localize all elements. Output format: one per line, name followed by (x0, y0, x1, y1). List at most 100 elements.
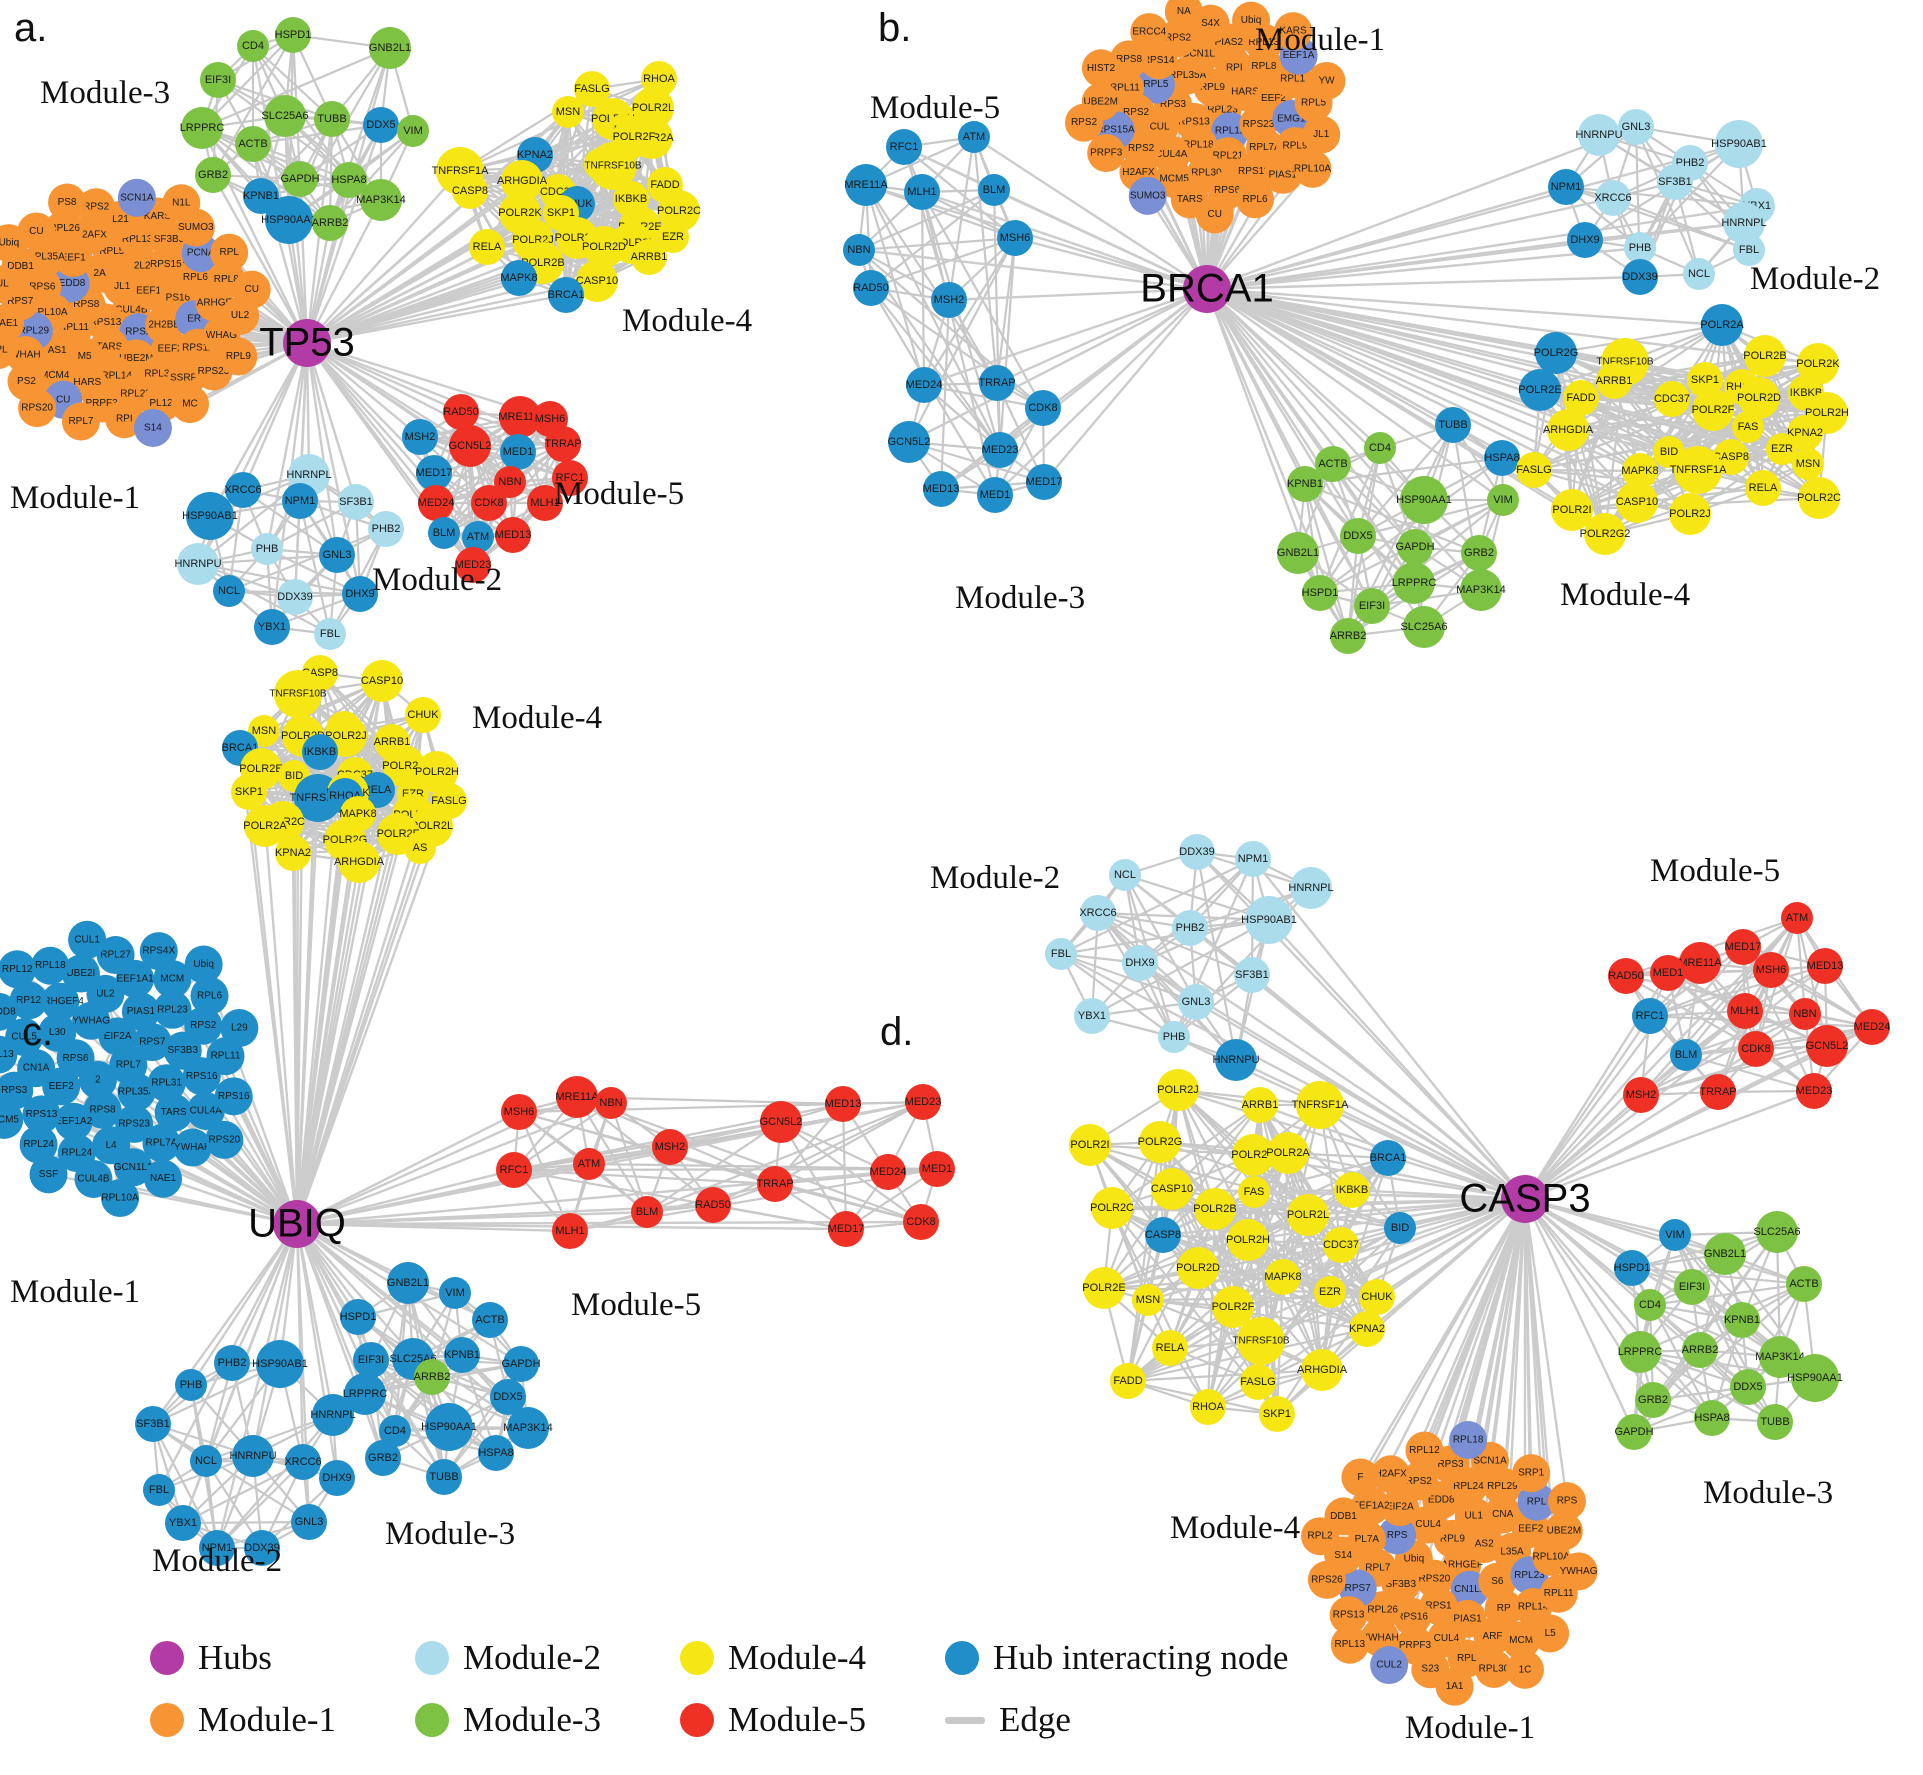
network-node[interactable]: PHB2 (368, 511, 404, 547)
node-circle[interactable] (361, 660, 403, 702)
node-circle[interactable] (1091, 1187, 1133, 1229)
node-circle[interactable] (501, 1094, 537, 1130)
network-node[interactable]: RPS2 (1065, 103, 1104, 142)
node-circle[interactable] (1531, 1614, 1570, 1653)
network-node[interactable]: BID (1384, 1212, 1416, 1244)
network-node[interactable]: ACTB (472, 1302, 508, 1338)
node-circle[interactable] (379, 1415, 411, 1447)
node-circle[interactable] (1083, 1267, 1125, 1309)
network-node[interactable]: GCN5L2 (449, 425, 492, 467)
network-node[interactable]: SLC25A6 (1400, 606, 1448, 648)
network-node[interactable]: NCL (1683, 258, 1715, 290)
node-circle[interactable] (958, 121, 990, 153)
node-circle[interactable] (54, 1102, 93, 1141)
network-node[interactable]: RPS (1547, 1482, 1586, 1521)
node-circle[interactable] (472, 1302, 508, 1338)
node-circle[interactable] (500, 434, 536, 470)
node-circle[interactable] (471, 485, 507, 521)
node-circle[interactable] (1403, 606, 1445, 648)
network-node[interactable]: VIM (1659, 1219, 1691, 1251)
node-circle[interactable] (312, 205, 348, 241)
network-node[interactable]: DDX39 (1622, 259, 1658, 295)
network-node[interactable]: NAE1 (144, 1159, 183, 1198)
network-node[interactable]: CDK8 (903, 1204, 939, 1240)
node-circle[interactable] (219, 337, 258, 376)
node-circle[interactable] (452, 173, 488, 209)
network-node[interactable]: F (1341, 1458, 1380, 1497)
node-circle[interactable] (1797, 343, 1839, 385)
network-node[interactable]: CHUK (1359, 1279, 1395, 1315)
network-node[interactable]: TUBB (1435, 407, 1471, 443)
node-circle[interactable] (1238, 1176, 1270, 1208)
node-circle[interactable] (232, 1435, 274, 1477)
network-node[interactable]: RPL12 (1405, 1431, 1444, 1470)
network-node[interactable]: VIM (439, 1277, 471, 1309)
node-circle[interactable] (1517, 1482, 1556, 1521)
node-circle[interactable] (190, 1445, 222, 1477)
network-node[interactable]: CDK8 (471, 485, 507, 521)
node-circle[interactable] (1692, 389, 1734, 431)
node-circle[interactable] (443, 394, 479, 430)
node-circle[interactable] (1674, 1269, 1710, 1305)
node-circle[interactable] (77, 188, 116, 227)
network-node[interactable]: POLR2J (1669, 493, 1711, 535)
node-circle[interactable] (1650, 955, 1686, 991)
node-circle[interactable] (1069, 1124, 1111, 1166)
network-node[interactable]: CDK8 (1738, 1031, 1774, 1067)
network-node[interactable]: BLM (978, 174, 1010, 206)
network-node[interactable]: MSH6 (1753, 952, 1789, 988)
network-node[interactable]: MED13 (1807, 948, 1844, 984)
node-circle[interactable] (1435, 1667, 1474, 1706)
network-node[interactable]: RAD50 (1608, 958, 1644, 994)
network-node[interactable]: VIM (397, 115, 429, 147)
network-node[interactable]: NBN (595, 1087, 627, 1119)
network-node[interactable]: POLR2I (1069, 1124, 1111, 1166)
network-node[interactable]: YBX1 (165, 1505, 201, 1541)
network-node[interactable]: MED17 (828, 1211, 865, 1247)
network-node[interactable]: CDC37 (1654, 381, 1690, 417)
node-circle[interactable] (870, 1154, 906, 1190)
node-circle[interactable] (439, 1277, 471, 1309)
node-circle[interactable] (1157, 1069, 1199, 1111)
node-circle[interactable] (1622, 259, 1658, 295)
node-circle[interactable] (552, 1213, 588, 1249)
node-circle[interactable] (340, 1299, 376, 1335)
network-node[interactable]: TUBB (314, 101, 350, 137)
node-circle[interactable] (48, 183, 87, 222)
network-node[interactable]: RPS26 (1307, 1560, 1346, 1599)
network-node[interactable]: MLH1 (904, 174, 940, 210)
node-circle[interactable] (1237, 1317, 1285, 1365)
node-circle[interactable] (1232, 1, 1271, 40)
node-circle[interactable] (416, 455, 452, 491)
network-node[interactable]: MED1 (919, 1151, 955, 1187)
network-node[interactable]: KPNB1 (1287, 466, 1323, 502)
network-node[interactable]: CU (1195, 195, 1234, 234)
network-node[interactable]: CD4 (237, 30, 269, 62)
network-node[interactable]: CU (232, 270, 271, 309)
node-circle[interactable] (190, 976, 229, 1015)
node-circle[interactable] (1657, 164, 1693, 200)
node-circle[interactable] (1454, 1497, 1493, 1536)
node-circle[interactable] (41, 982, 80, 1021)
network-node[interactable]: DDX39 (1179, 834, 1215, 870)
network-node[interactable]: GNL3 (319, 537, 355, 573)
network-node[interactable]: POLR2E (1518, 369, 1562, 411)
node-circle[interactable] (314, 101, 350, 137)
node-circle[interactable] (319, 537, 355, 573)
network-node[interactable]: TRRAP (1699, 1074, 1737, 1110)
node-circle[interactable] (1766, 433, 1798, 465)
network-node[interactable]: GCN5L2 (1806, 1025, 1849, 1067)
network-node[interactable]: MSH2 (931, 282, 967, 318)
node-circle[interactable] (1277, 532, 1319, 574)
node-circle[interactable] (135, 1406, 171, 1442)
node-circle[interactable] (1234, 152, 1273, 191)
node-circle[interactable] (1158, 1021, 1190, 1053)
node-circle[interactable] (1370, 1646, 1409, 1685)
node-circle[interactable] (405, 697, 441, 733)
network-node[interactable]: NBN (843, 234, 875, 266)
node-circle[interactable] (1364, 432, 1396, 464)
node-circle[interactable] (1080, 895, 1116, 931)
node-circle[interactable] (184, 1006, 223, 1045)
node-circle[interactable] (923, 471, 959, 507)
node-circle[interactable] (1679, 942, 1721, 984)
